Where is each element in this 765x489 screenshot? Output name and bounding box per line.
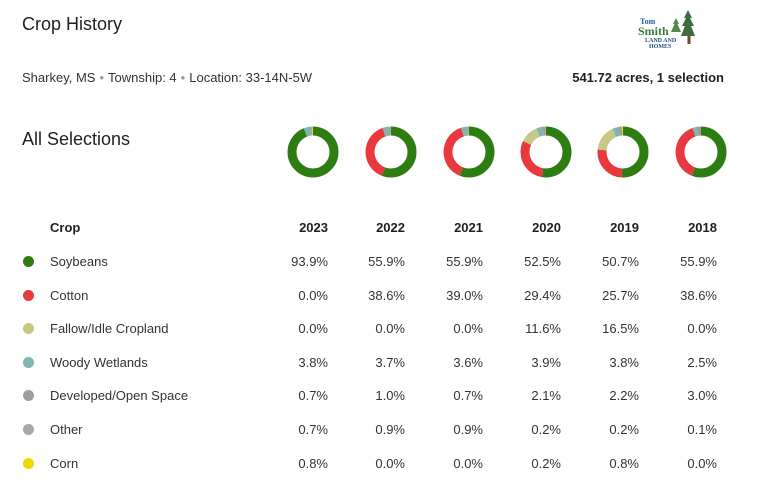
crop-value-cell: 0.0% xyxy=(298,288,328,303)
logo-text-homes: HOMES xyxy=(649,44,672,50)
crop-value-cell: 52.5% xyxy=(524,254,561,269)
crop-value-cell: 3.9% xyxy=(531,355,561,370)
page-title: Crop History xyxy=(22,14,123,34)
donut-chart-2022 xyxy=(365,126,417,178)
donut-slice xyxy=(520,126,572,178)
legend-dot xyxy=(23,256,34,267)
crop-value-cell: 0.0% xyxy=(687,321,717,336)
crop-name: Woody Wetlands xyxy=(50,355,148,370)
donut-chart-2020 xyxy=(520,126,572,178)
crop-value-cell: 16.5% xyxy=(602,321,639,336)
donut-slice xyxy=(597,126,649,178)
crop-value-cell: 0.9% xyxy=(375,422,405,437)
year-header-2018: 2018 xyxy=(688,220,717,235)
donut-chart-2018 xyxy=(675,126,727,178)
donut-slice xyxy=(443,126,495,178)
company-logo: Tom Smith LAND AND HOMES xyxy=(638,10,695,50)
crop-value-cell: 0.9% xyxy=(453,422,483,437)
crop-value-cell: 93.9% xyxy=(291,254,328,269)
crop-name: Fallow/Idle Cropland xyxy=(50,321,169,336)
logo-text-land: LAND AND xyxy=(645,38,677,44)
crop-value-cell: 0.0% xyxy=(453,321,483,336)
crop-name: Cotton xyxy=(50,288,89,303)
crop-value-cell: 0.0% xyxy=(453,456,483,471)
crop-value-cell: 2.2% xyxy=(609,388,639,403)
crop-value-cell: 3.8% xyxy=(609,355,639,370)
year-header-2022: 2022 xyxy=(376,220,405,235)
crop-value-cell: 55.9% xyxy=(680,254,717,269)
crop-value-cell: 3.8% xyxy=(298,355,328,370)
donut-slice xyxy=(365,126,417,178)
legend-dot xyxy=(23,424,34,435)
township-label: Township: 4 xyxy=(108,70,177,85)
crop-value-cell: 0.2% xyxy=(531,422,561,437)
crop-value-cell: 0.0% xyxy=(298,321,328,336)
crop-value-cell: 0.0% xyxy=(687,456,717,471)
crop-value-cell: 11.6% xyxy=(525,321,561,336)
location-label: Location: 33-14N-5W xyxy=(189,70,313,85)
logo-text-tom: Tom xyxy=(640,17,656,26)
crop-value-cell: 38.6% xyxy=(368,288,405,303)
donut-chart-2021 xyxy=(443,126,495,178)
crop-value-cell: 29.4% xyxy=(524,288,561,303)
crop-value-cell: 3.7% xyxy=(375,355,405,370)
donut-chart-2023 xyxy=(287,126,339,178)
crop-value-cell: 2.1% xyxy=(531,388,561,403)
crop-column-header: Crop xyxy=(50,220,81,235)
crop-value-cell: 55.9% xyxy=(446,254,483,269)
crop-name: Other xyxy=(50,422,83,437)
legend-dot xyxy=(23,357,34,368)
crop-name: Developed/Open Space xyxy=(50,388,189,403)
donut-slice xyxy=(287,126,339,178)
year-header-2020: 2020 xyxy=(532,220,561,235)
crop-value-cell: 0.7% xyxy=(298,422,328,437)
year-header-2019: 2019 xyxy=(610,220,639,235)
legend-dot xyxy=(23,458,34,469)
crop-value-cell: 3.6% xyxy=(453,355,483,370)
crop-value-cell: 39.0% xyxy=(446,288,483,303)
year-header-2023: 2023 xyxy=(299,220,328,235)
legend-dot xyxy=(23,290,34,301)
crop-value-cell: 0.8% xyxy=(298,456,328,471)
donut-slice xyxy=(675,126,727,178)
crop-value-cell: 3.0% xyxy=(687,388,717,403)
crop-value-cell: 0.7% xyxy=(298,388,328,403)
donut-slice xyxy=(443,126,495,178)
section-title: All Selections xyxy=(22,129,131,149)
crop-name: Corn xyxy=(50,456,79,471)
crop-name: Soybeans xyxy=(50,254,108,269)
crop-value-cell: 0.2% xyxy=(531,456,561,471)
acres-summary: 541.72 acres, 1 selection xyxy=(572,70,724,85)
logo-text-smith: Smith xyxy=(638,24,669,38)
crop-value-cell: 2.5% xyxy=(687,355,717,370)
crop-value-cell: 55.9% xyxy=(368,254,405,269)
crop-value-cell: 0.7% xyxy=(453,388,483,403)
year-header-2021: 2021 xyxy=(454,220,483,235)
donut-slice xyxy=(675,126,727,178)
crop-value-cell: 0.0% xyxy=(375,456,405,471)
donut-slice xyxy=(520,126,572,178)
donut-chart-2019 xyxy=(597,126,649,178)
crop-value-cell: 0.0% xyxy=(375,321,405,336)
crop-value-cell: 0.1% xyxy=(687,422,717,437)
crop-value-cell: 1.0% xyxy=(375,388,405,403)
crop-value-cell: 0.2% xyxy=(609,422,639,437)
donut-slice xyxy=(287,126,339,178)
crop-value-cell: 50.7% xyxy=(602,254,639,269)
legend-dot xyxy=(23,390,34,401)
location-info: Sharkey, MS • Township: 4 • Location: 33-14N… xyxy=(22,70,313,85)
crop-value-cell: 25.7% xyxy=(602,288,639,303)
legend-dot xyxy=(23,323,34,334)
county-label: Sharkey, MS xyxy=(22,70,96,85)
crop-value-cell: 38.6% xyxy=(680,288,717,303)
crop-value-cell: 0.8% xyxy=(609,456,639,471)
donut-slice xyxy=(597,126,649,178)
donut-slice xyxy=(365,126,417,178)
